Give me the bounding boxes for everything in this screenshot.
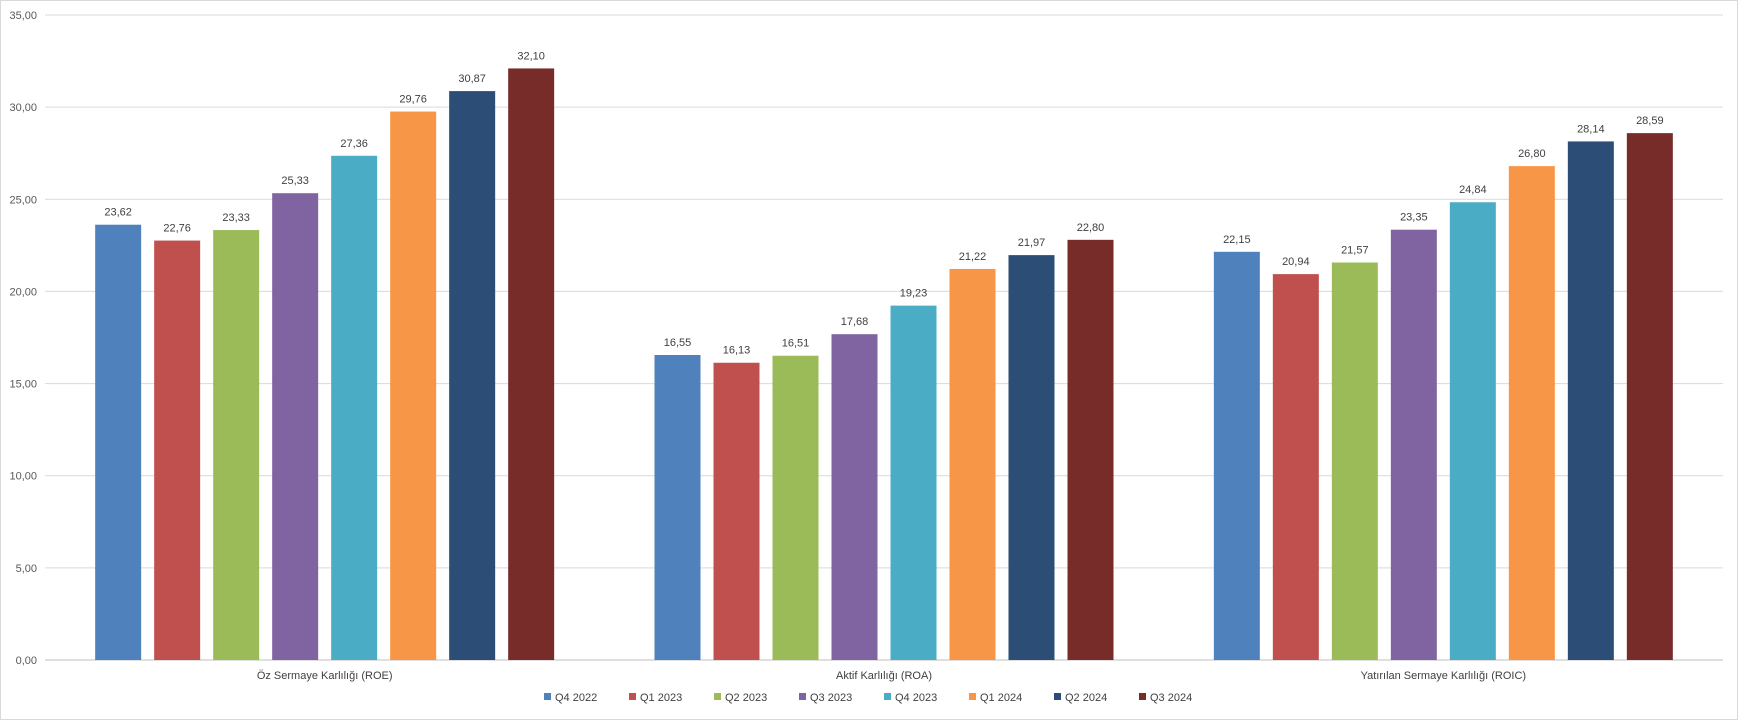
legend-swatch (969, 693, 976, 700)
category-label: Yatırılan Sermaye Karlılığı (ROIC) (1361, 670, 1526, 682)
legend-swatch (1139, 693, 1146, 700)
data-label: 21,97 (1018, 237, 1046, 249)
bar (1626, 133, 1673, 660)
y-tick-label: 35,00 (9, 10, 37, 22)
bar (1390, 229, 1437, 660)
legend-swatch (629, 693, 636, 700)
legend-label: Q4 2023 (895, 692, 937, 704)
y-tick-label: 20,00 (9, 286, 37, 298)
y-tick-label: 0,00 (16, 655, 37, 667)
bar (95, 224, 142, 660)
data-label: 23,35 (1400, 212, 1428, 224)
legend-swatch (544, 693, 551, 700)
data-label: 20,94 (1282, 256, 1310, 268)
data-label: 25,33 (281, 175, 309, 187)
y-tick-label: 30,00 (9, 102, 37, 114)
bar (272, 193, 319, 660)
data-label: 19,23 (900, 288, 928, 300)
data-label: 30,87 (458, 73, 486, 85)
bar (1272, 274, 1319, 660)
bar (949, 268, 996, 660)
legend-swatch (1054, 693, 1061, 700)
y-tick-label: 5,00 (16, 563, 37, 575)
legend-label: Q3 2023 (810, 692, 852, 704)
data-label: 29,76 (399, 94, 427, 106)
bar (1331, 262, 1378, 660)
bar (1449, 202, 1496, 660)
data-label: 24,84 (1459, 184, 1487, 196)
data-label: 26,80 (1518, 148, 1546, 160)
bar (331, 155, 378, 660)
category-label: Aktif Karlılığı (ROA) (836, 670, 932, 682)
legend-swatch (799, 693, 806, 700)
data-label: 16,55 (664, 337, 692, 349)
data-label: 28,59 (1636, 115, 1664, 127)
bar (1008, 255, 1055, 661)
data-label: 27,36 (340, 138, 368, 150)
legend-swatch (714, 693, 721, 700)
data-label: 22,15 (1223, 234, 1251, 246)
bar (654, 355, 701, 660)
data-label: 16,51 (782, 338, 810, 350)
legend-swatch (884, 693, 891, 700)
legend-label: Q4 2022 (555, 692, 597, 704)
bar (1508, 166, 1555, 660)
y-tick-label: 15,00 (9, 379, 37, 391)
bar (390, 111, 437, 660)
data-label: 16,13 (723, 345, 751, 357)
bar (1567, 141, 1614, 661)
data-label: 21,57 (1341, 244, 1369, 256)
bar (508, 68, 555, 660)
data-label: 22,80 (1077, 222, 1105, 234)
bar (713, 362, 760, 660)
y-tick-label: 10,00 (9, 471, 37, 483)
category-label: Öz Sermaye Karlılığı (ROE) (257, 670, 393, 682)
legend-label: Q1 2023 (640, 692, 682, 704)
bar (154, 240, 201, 660)
data-label: 23,33 (222, 212, 250, 224)
bar (772, 355, 819, 660)
bar (1067, 239, 1114, 661)
data-label: 21,22 (959, 251, 987, 263)
bar (831, 334, 878, 660)
legend-label: Q2 2024 (1065, 692, 1107, 704)
data-label: 23,62 (104, 207, 132, 219)
legend-label: Q2 2023 (725, 692, 767, 704)
data-label: 28,14 (1577, 123, 1605, 135)
bar (449, 91, 496, 661)
bar (890, 305, 937, 660)
data-label: 32,10 (517, 50, 545, 62)
y-tick-label: 25,00 (9, 194, 37, 206)
bar (1213, 251, 1260, 661)
data-label: 22,76 (163, 223, 191, 235)
bar (213, 230, 260, 660)
legend-label: Q3 2024 (1150, 692, 1192, 704)
legend-label: Q1 2024 (980, 692, 1022, 704)
data-label: 17,68 (841, 316, 869, 328)
